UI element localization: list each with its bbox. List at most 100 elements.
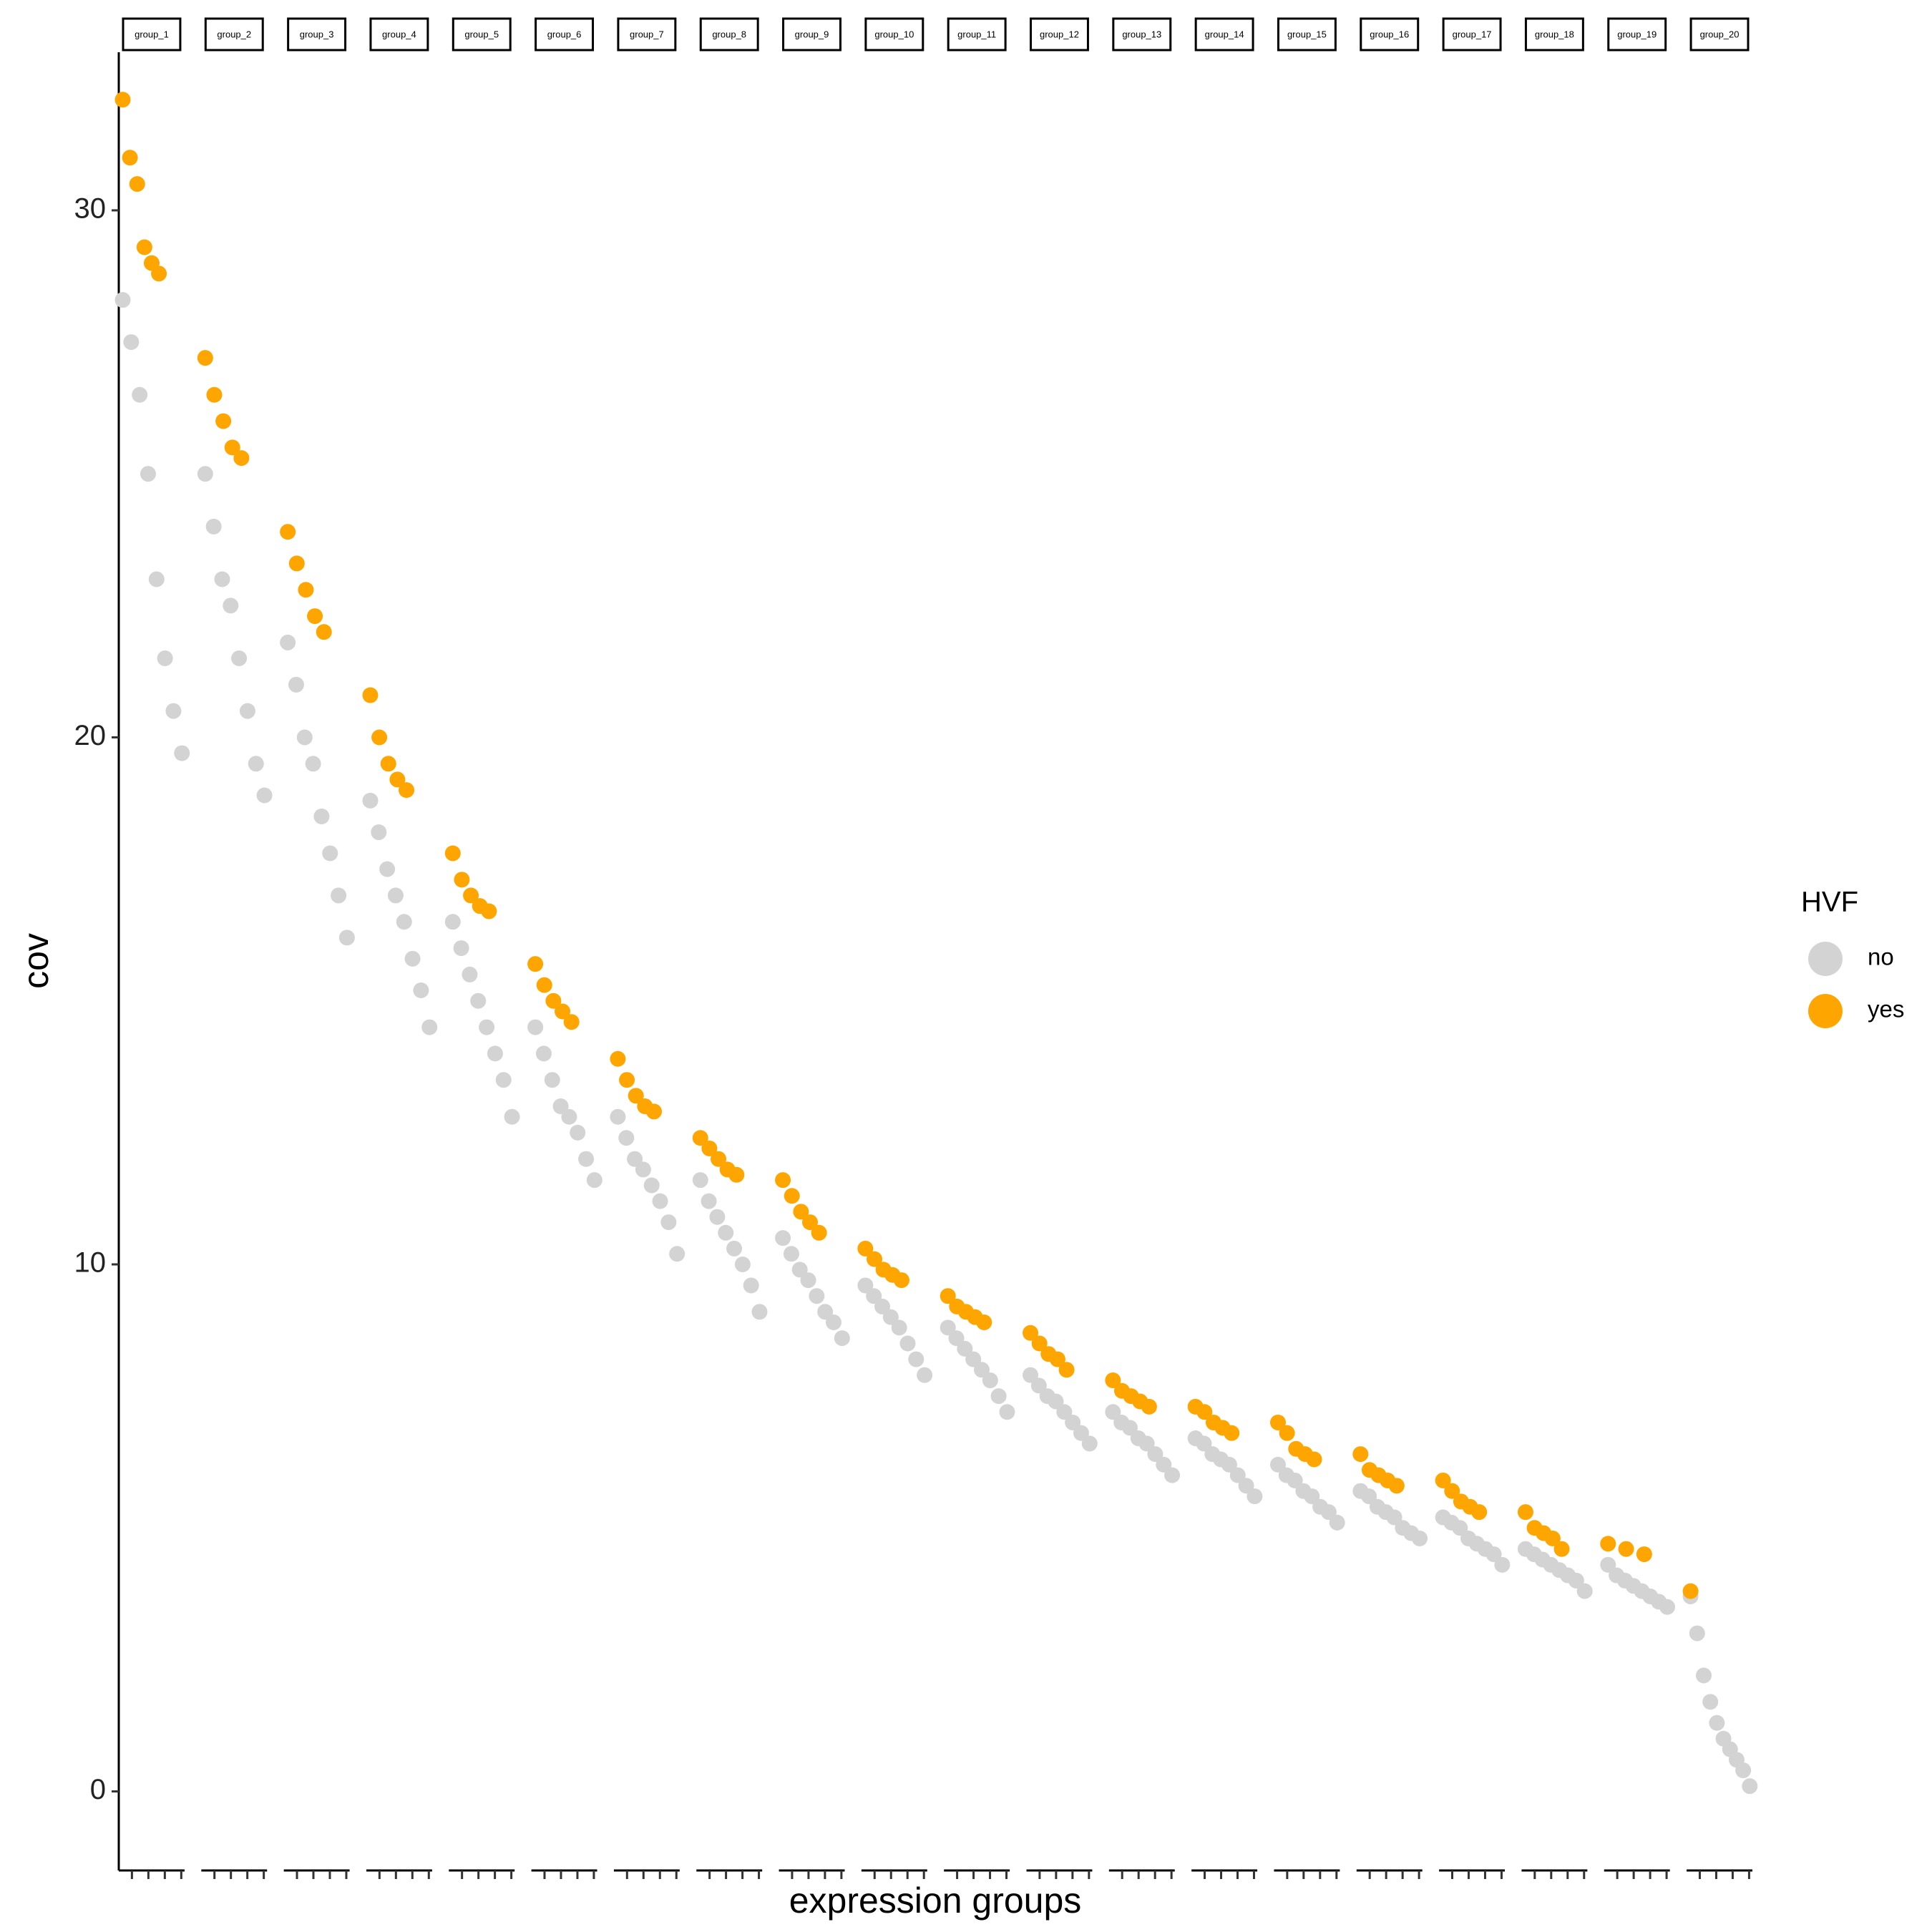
data-point (1485, 1546, 1502, 1563)
data-point (307, 608, 323, 625)
facet-strip (452, 17, 512, 52)
strip-label: group_9 (795, 29, 829, 39)
data-point (1229, 1467, 1246, 1483)
y-tick-label: 0 (90, 1774, 106, 1805)
data-point (1689, 1625, 1705, 1641)
data-point (669, 1246, 686, 1262)
data-point (504, 1108, 520, 1125)
data-point (973, 1362, 990, 1378)
data-point (783, 1246, 799, 1262)
data-point (999, 1404, 1015, 1420)
data-point (645, 1103, 662, 1120)
facet-strip (369, 17, 429, 52)
facet-strip (1030, 17, 1089, 52)
data-point (552, 1098, 569, 1115)
data-point (413, 982, 429, 999)
data-point (1121, 1420, 1138, 1436)
data-point (976, 1314, 992, 1331)
data-point (316, 624, 332, 640)
data-point (1269, 1456, 1286, 1473)
data-point (570, 1124, 586, 1141)
data-point (1702, 1694, 1719, 1710)
data-point (692, 1130, 708, 1146)
data-point (197, 466, 213, 482)
data-point (197, 350, 213, 366)
data-point (544, 1072, 560, 1088)
data-point (123, 334, 140, 351)
y-tick-label: 20 (74, 720, 107, 751)
data-point (857, 1240, 874, 1257)
data-point (561, 1108, 577, 1125)
data-point (231, 650, 248, 666)
data-point (718, 1224, 734, 1241)
data-point (1682, 1583, 1699, 1599)
facet-strip (1194, 17, 1254, 52)
data-point (635, 1161, 651, 1178)
y-axis-title: cov (16, 933, 56, 989)
data-point (371, 729, 388, 746)
data-point (479, 1019, 495, 1035)
strip-label: group_18 (1535, 29, 1574, 39)
data-point (1269, 1414, 1286, 1430)
data-point (487, 1045, 503, 1062)
data-point (578, 1151, 595, 1167)
data-point (1444, 1483, 1460, 1499)
data-point (545, 992, 562, 1009)
data-point (224, 439, 240, 456)
data-point (652, 1193, 668, 1209)
data-point (1196, 1404, 1213, 1420)
legend-label: yes (1868, 996, 1904, 1023)
strip-label: group_13 (1122, 29, 1161, 39)
data-point (151, 265, 167, 282)
data-point (132, 386, 148, 403)
facet-strip (947, 17, 1007, 52)
data-point (223, 597, 239, 614)
data-point (313, 808, 330, 824)
data-point (1138, 1435, 1155, 1452)
data-point (1048, 1393, 1064, 1410)
data-point (1224, 1425, 1240, 1441)
data-point (1471, 1504, 1488, 1521)
data-point (481, 903, 497, 919)
data-point (463, 887, 479, 904)
data-point (454, 872, 470, 888)
data-point (857, 1277, 874, 1294)
data-point (1031, 1335, 1048, 1352)
data-point (239, 703, 255, 719)
data-point (891, 1319, 907, 1336)
data-point (618, 1130, 635, 1146)
facet-strip (1277, 17, 1337, 52)
data-point (157, 650, 173, 666)
data-point (404, 950, 421, 967)
data-point (462, 966, 478, 982)
data-point (338, 930, 355, 946)
data-point (709, 1209, 726, 1225)
data-point (643, 1177, 660, 1194)
data-point (114, 92, 131, 108)
data-point (535, 1045, 552, 1062)
data-point (298, 582, 314, 598)
data-point (1361, 1488, 1377, 1505)
data-point (1049, 1351, 1065, 1367)
data-point (256, 787, 273, 804)
facet-strip (1360, 17, 1420, 52)
strip-label: group_20 (1700, 29, 1740, 39)
data-point (1618, 1541, 1634, 1557)
data-point (527, 956, 544, 972)
data-point (899, 1335, 916, 1352)
data-point (957, 1340, 973, 1357)
facet-strip (204, 17, 264, 52)
data-point (1412, 1530, 1428, 1546)
data-point (1329, 1514, 1345, 1531)
data-point (1023, 1324, 1039, 1341)
data-point (129, 176, 145, 192)
data-point (1517, 1504, 1533, 1521)
data-point (610, 1108, 626, 1125)
data-point (791, 1262, 808, 1278)
facet-strip (699, 17, 759, 52)
data-point (692, 1172, 708, 1189)
facet-strip (1442, 17, 1502, 52)
data-point (280, 634, 296, 650)
data-point (495, 1072, 512, 1088)
